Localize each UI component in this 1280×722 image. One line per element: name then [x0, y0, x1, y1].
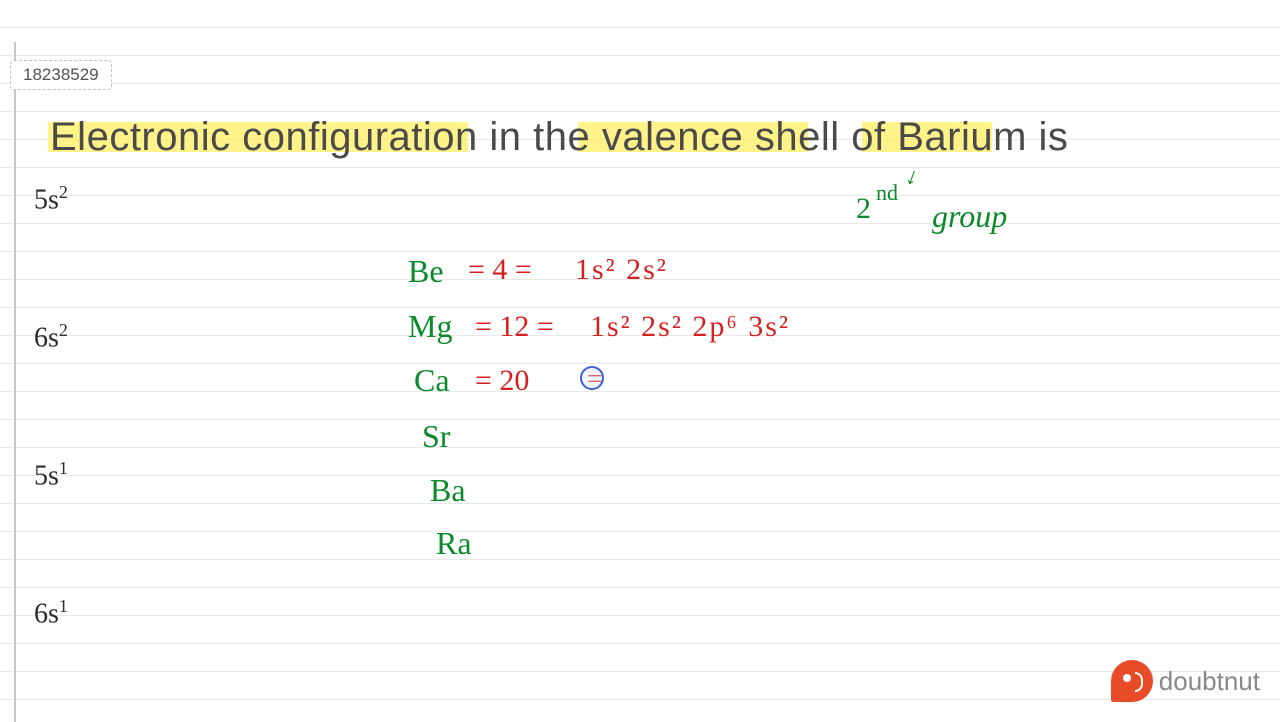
doubtnut-logo[interactable]: doubtnut	[1111, 660, 1260, 702]
logo-bubble-icon	[1111, 660, 1153, 702]
option-a-base: 5s	[34, 184, 59, 215]
element-ca-num: = 20	[475, 364, 529, 398]
left-margin-line	[14, 42, 16, 722]
id-badge: 18238529	[10, 60, 112, 90]
element-ca: Ca	[414, 362, 450, 399]
annotation-nd: nd	[876, 180, 898, 206]
option-b[interactable]: 6s2	[34, 320, 68, 354]
element-be-config: 1s² 2s²	[575, 253, 668, 287]
logo-text: doubtnut	[1159, 666, 1260, 697]
option-d-base: 6s	[34, 598, 59, 629]
element-be-num: = 4 =	[468, 253, 532, 287]
element-ra: Ra	[436, 525, 472, 562]
question-title: Electronic configuration in the valence …	[50, 115, 1068, 160]
option-c-sup: 1	[59, 458, 68, 478]
option-b-sup: 2	[59, 320, 68, 340]
element-mg-config: 1s² 2s² 2p⁶ 3s²	[590, 310, 790, 344]
option-a[interactable]: 5s2	[34, 182, 68, 216]
option-c[interactable]: 5s1	[34, 458, 68, 492]
option-d-sup: 1	[59, 596, 68, 616]
annotation-group: group	[932, 198, 1007, 235]
element-mg-num: = 12 =	[475, 310, 554, 344]
cursor-indicator-icon	[580, 366, 604, 390]
option-c-base: 5s	[34, 460, 59, 491]
option-a-sup: 2	[59, 182, 68, 202]
option-d[interactable]: 6s1	[34, 596, 68, 630]
element-ba: Ba	[430, 472, 466, 509]
element-sr: Sr	[422, 418, 450, 455]
ruled-background	[0, 0, 1280, 720]
option-b-base: 6s	[34, 322, 59, 353]
element-mg: Mg	[408, 308, 452, 345]
element-be: Be	[408, 253, 444, 290]
annotation-2: 2	[856, 192, 871, 226]
